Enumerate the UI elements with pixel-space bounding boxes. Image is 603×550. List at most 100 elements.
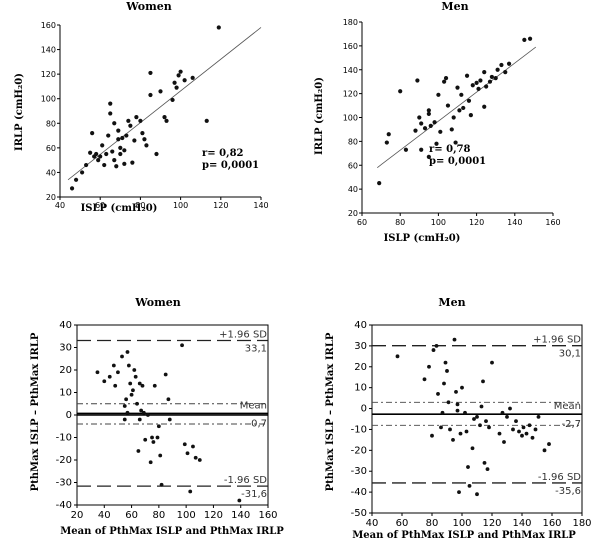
data-point: [120, 354, 124, 359]
upper-loa-label: +1.96 SD: [219, 330, 267, 341]
x-tick-label: 140: [507, 218, 522, 227]
data-point: [111, 363, 116, 368]
data-point: [463, 410, 467, 415]
y-tick-label: 60: [348, 161, 358, 170]
x-tick-label: 100: [452, 518, 471, 529]
data-point: [124, 133, 129, 138]
lower-loa-value: -31,6: [241, 489, 267, 500]
upper-loa-value: 33,1: [245, 344, 267, 355]
data-point: [384, 140, 389, 145]
data-point: [174, 85, 179, 90]
data-point: [511, 427, 515, 432]
data-point: [73, 177, 79, 182]
data-point: [466, 465, 470, 469]
data-point: [460, 385, 464, 390]
data-point: [415, 78, 420, 83]
data-point: [508, 406, 512, 411]
data-point: [102, 379, 107, 384]
data-point: [521, 425, 526, 430]
data-point: [446, 400, 451, 405]
data-point: [118, 151, 123, 157]
data-point: [451, 115, 456, 120]
data-point: [143, 437, 148, 442]
y-axis-label: IRLP (cmH₂0): [314, 77, 325, 155]
data-point: [130, 160, 135, 165]
data-point: [197, 458, 202, 462]
data-point: [454, 389, 458, 394]
y-tick-label: 100: [41, 95, 56, 104]
r-value: r= 0,78: [429, 144, 471, 155]
data-point: [445, 103, 451, 108]
data-point: [125, 410, 130, 415]
data-point: [120, 135, 125, 141]
data-point: [422, 126, 428, 131]
data-point: [122, 404, 127, 408]
data-point: [95, 370, 100, 375]
y-tick-label: 120: [343, 90, 358, 99]
data-point: [527, 36, 533, 41]
x-tick-label: 80: [426, 518, 439, 529]
x-tick-label: 160: [258, 510, 277, 521]
x-tick-label: 80: [395, 218, 405, 227]
data-point: [126, 118, 131, 123]
data-point: [467, 483, 472, 488]
data-point: [495, 67, 500, 72]
y-tick-label: 20: [348, 209, 358, 218]
data-point: [482, 70, 487, 75]
data-point: [69, 186, 75, 191]
data-point: [140, 131, 145, 136]
data-point: [386, 132, 391, 137]
data-point: [530, 435, 535, 440]
data-point: [474, 80, 479, 85]
data-point: [398, 89, 403, 94]
data-point: [122, 161, 127, 166]
x-tick-label: 60: [95, 201, 105, 210]
data-point: [434, 343, 439, 348]
data-point: [216, 25, 221, 30]
data-point: [536, 415, 541, 419]
x-tick-label: 100: [177, 510, 196, 521]
y-tick-label: 60: [46, 144, 56, 153]
data-point: [440, 410, 445, 415]
y-tick-label: 40: [59, 320, 72, 331]
chart-title: Men: [438, 296, 465, 309]
x-axis-label: Mean of PthMax ISLP and PthMax IRLP: [352, 530, 576, 541]
data-point: [422, 377, 427, 382]
x-tick-label: 20: [71, 510, 84, 521]
data-point: [135, 401, 139, 406]
y-tick-label: 160: [343, 42, 358, 51]
data-point: [453, 140, 458, 145]
data-point: [487, 79, 493, 84]
data-point: [166, 397, 171, 402]
x-tick-label: 40: [55, 201, 65, 210]
x-tick-label: 60: [357, 218, 367, 227]
data-point: [427, 364, 431, 369]
x-tick-label: 120: [213, 201, 228, 210]
data-point: [419, 147, 424, 152]
chart-title: Men: [441, 0, 468, 13]
data-point: [112, 121, 117, 126]
y-tick-label: 140: [41, 46, 56, 55]
y-axis-label: IRLP (cmH₂0): [14, 73, 25, 151]
data-point: [458, 431, 463, 436]
chart-title: Women: [134, 296, 180, 309]
data-point: [457, 490, 461, 495]
data-point: [106, 133, 111, 138]
data-point: [116, 137, 121, 142]
chart-panel-3: Women 20 40 60 80 100 120 140 160 -40 -30 -20 -10 0 10…: [30, 296, 284, 537]
y-tick-label: -40: [56, 500, 72, 511]
y-tick-label: 80: [46, 119, 56, 128]
data-point: [122, 148, 127, 153]
data-point: [102, 162, 107, 168]
y-tick-label: -10: [351, 424, 367, 435]
data-point: [434, 141, 439, 146]
data-point: [98, 154, 103, 159]
data-point: [128, 123, 133, 128]
data-point: [131, 388, 135, 393]
y-tick-label: 10: [59, 388, 72, 399]
data-point: [442, 381, 446, 386]
data-point: [470, 446, 475, 451]
data-point: [466, 98, 472, 103]
